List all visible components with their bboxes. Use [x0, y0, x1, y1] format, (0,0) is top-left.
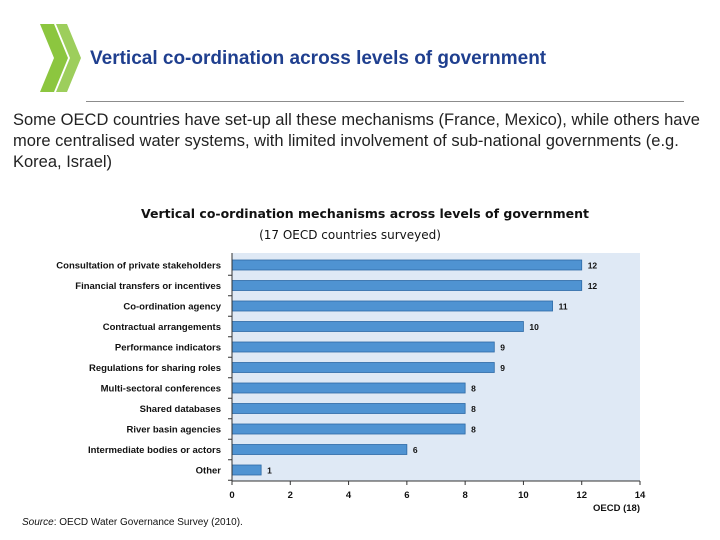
x-tick-label: 14 — [635, 490, 646, 501]
bar — [231, 423, 466, 435]
bar — [231, 403, 466, 414]
category-label: Shared databases — [140, 404, 221, 415]
bar — [231, 362, 495, 373]
category-label: Contractual arrangements — [103, 322, 221, 333]
bar — [231, 341, 495, 353]
category-label: Performance indicators — [115, 343, 221, 354]
bar — [231, 259, 583, 271]
value-label: 8 — [471, 425, 476, 435]
value-label: 8 — [471, 384, 476, 394]
value-label: 1 — [267, 466, 272, 476]
bar — [231, 464, 262, 476]
x-tick-label: 0 — [229, 490, 234, 501]
bar — [231, 300, 553, 312]
category-label: Consultation of private stakeholders — [56, 261, 221, 272]
value-label: 9 — [500, 363, 505, 373]
slide-title: Vertical co-ordination across levels of … — [90, 48, 547, 69]
x-tick-label: 12 — [576, 490, 587, 501]
value-label: 11 — [559, 302, 568, 312]
value-label: 12 — [588, 261, 598, 271]
oecd-logo — [40, 24, 81, 92]
bar-chart: Vertical co-ordination mechanisms across… — [56, 206, 646, 514]
bar — [231, 382, 466, 394]
source-label: Source — [22, 517, 54, 528]
body-text: Some OECD countries have set-up all thes… — [13, 111, 700, 171]
bar — [231, 444, 408, 455]
value-label: 6 — [413, 445, 418, 455]
x-tick-label: 4 — [346, 490, 352, 501]
title-divider — [86, 101, 684, 102]
category-label: Regulations for sharing roles — [89, 363, 221, 374]
value-label: 10 — [529, 322, 539, 332]
category-label: Intermediate bodies or actors — [88, 445, 221, 456]
chart-title: Vertical co-ordination mechanisms across… — [141, 206, 589, 221]
x-tick-label: 8 — [462, 490, 467, 501]
x-tick-label: 2 — [288, 490, 293, 501]
category-label: Financial transfers or incentives — [75, 281, 221, 292]
category-label: Other — [196, 466, 222, 477]
source-note: Source: OECD Water Governance Survey (20… — [22, 517, 243, 528]
value-label: 8 — [471, 404, 476, 414]
bar — [231, 321, 524, 332]
x-axis-label: OECD (18) — [593, 503, 640, 514]
value-label: 12 — [588, 281, 598, 291]
value-label: 9 — [500, 343, 505, 353]
category-label: Multi-sectoral conferences — [101, 384, 221, 395]
category-label: Co-ordination agency — [123, 302, 221, 313]
category-label: River basin agencies — [126, 425, 221, 436]
source-text: : OECD Water Governance Survey (2010). — [53, 517, 243, 528]
bar — [231, 280, 583, 291]
chart-subtitle: (17 OECD countries surveyed) — [259, 228, 441, 242]
x-tick-label: 10 — [518, 490, 529, 501]
x-tick-label: 6 — [404, 490, 409, 501]
